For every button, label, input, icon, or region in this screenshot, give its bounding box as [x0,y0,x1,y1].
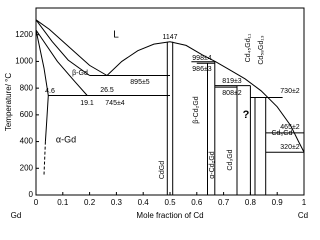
annotation: Cd₅₈Gd₁₃ [258,35,265,64]
x-tick-label: 0.7 [218,198,230,207]
annotation: 808±2 [222,90,242,97]
x-tick-label: 0.2 [84,198,96,207]
y-tick-label: 1000 [15,57,33,66]
x-tick-label: 1 [302,198,307,207]
annotation: 320±2 [280,144,300,151]
annotation: α-Cd₂Gd [209,151,216,178]
y-tick-label: 1200 [15,30,33,39]
y-tick-label: 800 [20,83,34,92]
right-component: Cd [298,211,308,220]
annotation: 26.5 [100,87,114,94]
chart: Temperature/ °C Mole fraction of Cd Gd C… [4,7,308,220]
annotation: 465±2 [280,124,300,131]
annotation: 819±3 [222,78,242,85]
y-tick-label: 200 [20,163,34,172]
x-tick-label: 0.1 [57,198,69,207]
annotation: Cd₃Gd [227,149,234,170]
x-tick-label: 0.4 [138,198,150,207]
annotation: 4.6 [45,88,55,95]
phase-boundary [35,19,90,76]
annotation: CdGd [159,161,166,179]
phase-boundary [35,29,88,96]
x-tick-label: 0 [34,198,39,207]
phase-boundary [35,29,49,96]
y-tick-label: 400 [20,137,34,146]
annotation: 895±5 [130,79,150,86]
annotation: ? [243,109,250,121]
y-axis-title: Temperature/ °C [4,73,13,132]
phase-boundary [106,41,171,76]
left-component: Gd [11,211,22,220]
annotation: Cd₆Gd [271,130,292,137]
annotation: 986±3 [192,66,212,73]
phase-boundary [43,141,46,176]
annotation: 998±4 [192,55,212,62]
annotation: L [113,30,119,41]
x-tick-label: 0.5 [164,198,176,207]
x-tick-label: 0.9 [272,198,284,207]
phase-boundary [169,41,305,153]
annotation: 19.1 [80,100,94,107]
annotation: 745±4 [105,100,125,107]
annotation: β-Gd [72,70,88,77]
phase-boundary [44,95,49,142]
x-tick-label: 0.6 [191,198,203,207]
y-tick-label: 0 [29,190,34,199]
x-tick-label: 0.8 [245,198,257,207]
annotation: β-Cd₂Gd [193,96,200,123]
annotation: Cd₄₅Gd₁₁ [245,33,252,62]
page: {"chart_data": {"type": "phase-diagram",… [4,7,309,221]
phase-boundary [35,19,108,76]
y-tick-label: 600 [20,110,34,119]
annotation: α-Gd [56,134,76,144]
x-axis-title: Mole fraction of Cd [136,211,203,220]
x-tick-label: 0.3 [111,198,123,207]
annotation: 730±2 [280,88,300,95]
annotation: 1147 [162,34,177,41]
